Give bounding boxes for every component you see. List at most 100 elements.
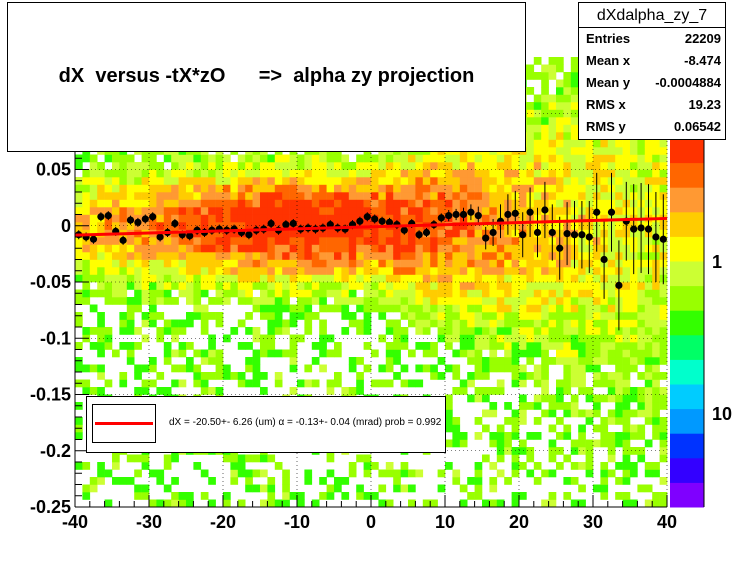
heatmap-cell xyxy=(348,169,357,178)
heatmap-cell xyxy=(652,297,660,305)
heatmap-cell xyxy=(563,79,572,88)
heatmap-cell xyxy=(622,409,631,418)
heatmap-cell xyxy=(141,162,150,170)
heatmap-cell xyxy=(652,424,660,433)
heatmap-cell xyxy=(112,244,120,253)
heatmap-cell xyxy=(548,184,557,193)
heatmap-cell xyxy=(541,394,549,403)
heatmap-cell xyxy=(171,207,179,215)
heatmap-cell xyxy=(363,342,372,350)
heatmap-cell xyxy=(659,477,668,485)
heatmap-cell xyxy=(556,319,564,328)
profile-point xyxy=(585,233,593,241)
heatmap-cell xyxy=(526,327,535,335)
heatmap-cell xyxy=(393,192,401,200)
heatmap-cell xyxy=(371,289,379,298)
heatmap-cell xyxy=(289,207,298,215)
heatmap-cell xyxy=(541,267,549,275)
heatmap-cell xyxy=(319,252,327,260)
heatmap-cell xyxy=(644,499,653,508)
heatmap-cell xyxy=(482,252,490,260)
x-tick-label: 0 xyxy=(366,512,376,532)
heatmap-cell xyxy=(371,207,379,215)
heatmap-cell xyxy=(230,237,239,245)
heatmap-cell xyxy=(452,259,461,268)
heatmap-cell xyxy=(437,327,446,335)
heatmap-cell xyxy=(474,312,483,320)
heatmap-cell xyxy=(311,289,320,298)
heatmap-cell xyxy=(149,312,157,320)
heatmap-cell xyxy=(267,484,276,493)
heatmap-cell xyxy=(186,319,194,328)
heatmap-cell xyxy=(556,102,564,110)
heatmap-cell xyxy=(422,207,431,215)
heatmap-cell xyxy=(274,177,283,185)
heatmap-cell xyxy=(237,252,246,260)
heatmap-cell xyxy=(496,357,505,365)
heatmap-cell xyxy=(260,177,268,185)
heatmap-cell xyxy=(578,439,586,448)
heatmap-cell xyxy=(622,379,631,388)
heatmap-cell xyxy=(600,177,609,185)
heatmap-cell xyxy=(474,237,483,245)
heatmap-cell xyxy=(156,222,165,230)
heatmap-cell xyxy=(341,327,350,335)
heatmap-cell xyxy=(607,439,616,448)
heatmap-cell xyxy=(600,439,609,448)
heatmap-cell xyxy=(178,342,187,350)
heatmap-cell xyxy=(141,297,150,305)
heatmap-cell xyxy=(511,409,520,418)
heatmap-cell xyxy=(178,214,187,223)
heatmap-cell xyxy=(171,477,179,485)
legend-symbol xyxy=(92,404,156,443)
heatmap-cell xyxy=(489,484,498,493)
heatmap-cell xyxy=(282,304,290,313)
heatmap-cell xyxy=(319,282,327,290)
heatmap-cell xyxy=(82,462,91,470)
color-scale-step xyxy=(670,408,704,434)
heatmap-cell xyxy=(526,252,535,260)
heatmap-cell xyxy=(585,394,594,403)
heatmap-cell xyxy=(378,184,387,193)
heatmap-cell xyxy=(89,192,98,200)
heatmap-cell xyxy=(334,259,342,268)
heatmap-cell xyxy=(496,304,505,313)
heatmap-cell xyxy=(459,244,468,253)
heatmap-cell xyxy=(474,244,483,253)
heatmap-cell xyxy=(548,297,557,305)
heatmap-cell xyxy=(622,447,631,455)
heatmap-cell xyxy=(578,357,586,365)
heatmap-cell xyxy=(548,139,557,148)
heatmap-cell xyxy=(208,312,216,320)
heatmap-cell xyxy=(193,199,202,208)
heatmap-cell xyxy=(578,447,586,455)
heatmap-cell xyxy=(385,154,394,163)
heatmap-cell xyxy=(363,304,372,313)
heatmap-cell xyxy=(378,334,387,343)
heatmap-cell xyxy=(630,357,638,365)
heatmap-cell xyxy=(230,372,239,380)
heatmap-cell xyxy=(615,139,623,148)
heatmap-cell xyxy=(215,199,224,208)
heatmap-cell xyxy=(319,207,327,215)
heatmap-cell xyxy=(156,267,165,275)
heatmap-cell xyxy=(526,304,535,313)
heatmap-cell xyxy=(304,214,313,223)
heatmap-cell xyxy=(607,342,616,350)
heatmap-cell xyxy=(326,192,335,200)
heatmap-cell xyxy=(467,184,475,193)
heatmap-cell xyxy=(526,259,535,268)
heatmap-cell xyxy=(422,499,431,508)
heatmap-cell xyxy=(504,349,512,358)
heatmap-cell xyxy=(489,499,498,508)
heatmap-cell xyxy=(637,147,646,155)
heatmap-cell xyxy=(363,282,372,290)
heatmap-cell xyxy=(186,499,194,508)
heatmap-cell xyxy=(149,192,157,200)
heatmap-cell xyxy=(607,372,616,380)
heatmap-cell xyxy=(533,342,542,350)
heatmap-cell xyxy=(622,154,631,163)
heatmap-cell xyxy=(519,297,527,305)
heatmap-cell xyxy=(237,244,246,253)
heatmap-cell xyxy=(644,282,653,290)
